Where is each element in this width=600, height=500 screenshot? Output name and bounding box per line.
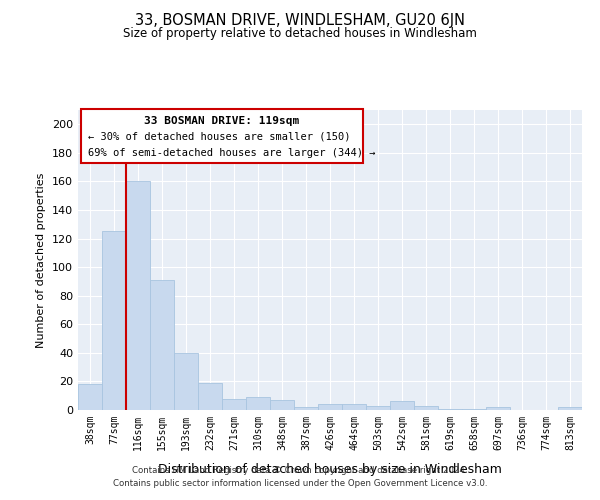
Text: 33 BOSMAN DRIVE: 119sqm: 33 BOSMAN DRIVE: 119sqm <box>144 116 299 126</box>
Bar <box>174 353 198 410</box>
Text: 69% of semi-detached houses are larger (344) →: 69% of semi-detached houses are larger (… <box>88 148 376 158</box>
Text: Size of property relative to detached houses in Windlesham: Size of property relative to detached ho… <box>123 28 477 40</box>
Text: Contains HM Land Registry data © Crown copyright and database right 2024.
Contai: Contains HM Land Registry data © Crown c… <box>113 466 487 487</box>
Bar <box>270 400 294 410</box>
Bar <box>414 406 438 410</box>
Bar <box>246 397 270 410</box>
Bar <box>366 406 390 410</box>
Text: 33, BOSMAN DRIVE, WINDLESHAM, GU20 6JN: 33, BOSMAN DRIVE, WINDLESHAM, GU20 6JN <box>135 12 465 28</box>
Bar <box>438 408 462 410</box>
Bar <box>294 407 318 410</box>
Text: ← 30% of detached houses are smaller (150): ← 30% of detached houses are smaller (15… <box>88 132 350 141</box>
Y-axis label: Number of detached properties: Number of detached properties <box>37 172 46 348</box>
Bar <box>102 232 126 410</box>
Text: Distribution of detached houses by size in Windlesham: Distribution of detached houses by size … <box>158 464 502 476</box>
Bar <box>342 404 366 410</box>
Bar <box>558 407 582 410</box>
Bar <box>390 402 414 410</box>
Bar <box>486 407 510 410</box>
Bar <box>126 182 150 410</box>
Bar <box>198 383 222 410</box>
Bar <box>78 384 102 410</box>
Bar <box>222 398 246 410</box>
Bar <box>318 404 342 410</box>
FancyBboxPatch shape <box>80 108 363 162</box>
Bar <box>462 408 486 410</box>
Bar <box>150 280 174 410</box>
